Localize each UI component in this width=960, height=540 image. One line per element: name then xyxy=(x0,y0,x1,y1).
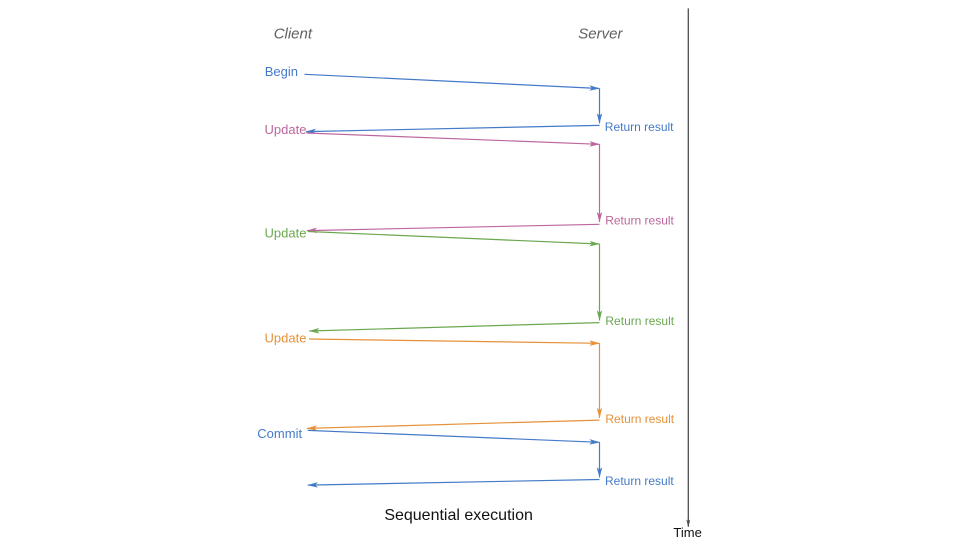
svg-text:Sequential execution: Sequential execution xyxy=(384,507,533,524)
svg-text:Update: Update xyxy=(265,225,307,240)
svg-text:Return result: Return result xyxy=(605,120,674,134)
svg-text:Update: Update xyxy=(265,122,307,137)
svg-text:Begin: Begin xyxy=(265,64,298,79)
svg-text:Return result: Return result xyxy=(605,412,674,426)
svg-text:Update: Update xyxy=(265,330,307,345)
svg-text:Return result: Return result xyxy=(605,314,674,328)
svg-text:Return result: Return result xyxy=(605,213,674,227)
svg-text:Server: Server xyxy=(578,26,623,43)
svg-text:Time: Time xyxy=(673,525,701,540)
svg-text:Client: Client xyxy=(274,26,313,43)
svg-text:Commit: Commit xyxy=(257,426,302,441)
svg-text:Return result: Return result xyxy=(605,474,674,488)
